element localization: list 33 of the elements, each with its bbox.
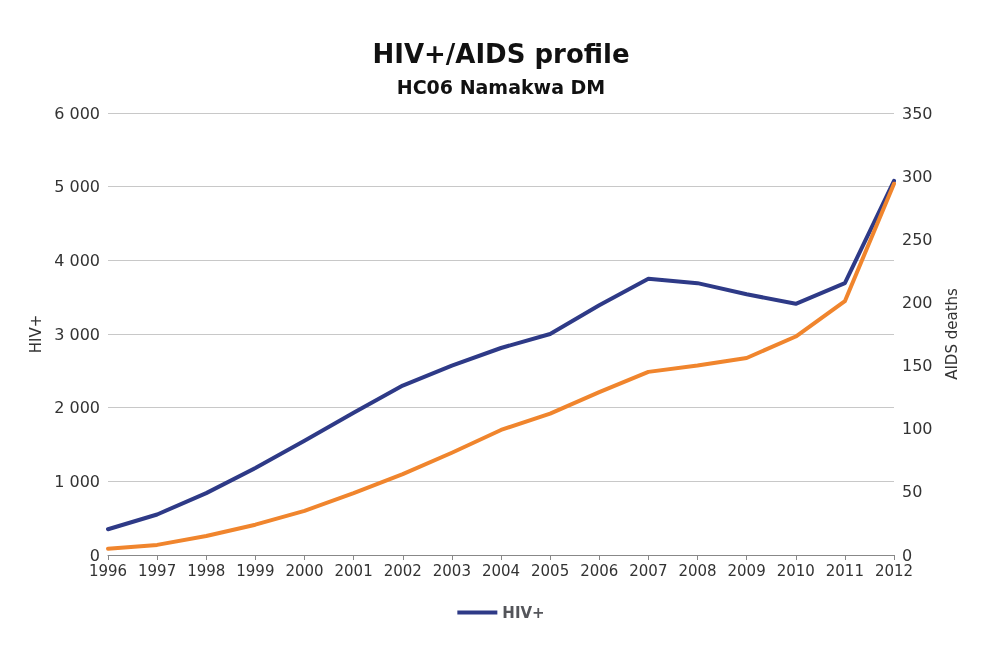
y2-tick-label: 300 bbox=[902, 166, 933, 186]
y-tick-label: 6 000 bbox=[54, 103, 100, 123]
y2-tick-label: 50 bbox=[902, 482, 923, 502]
y2-tick-label: 200 bbox=[902, 292, 933, 312]
x-tick-label: 1997 bbox=[138, 561, 177, 580]
y-tick-label: 5 000 bbox=[54, 177, 100, 197]
y2-axis-title: AIDS deaths bbox=[942, 287, 961, 380]
y-tick-label: 4 000 bbox=[54, 250, 100, 270]
x-tick-label: 2009 bbox=[727, 561, 766, 580]
x-tick-label: 2001 bbox=[334, 561, 373, 580]
x-tick-label: 2006 bbox=[580, 561, 619, 580]
x-tick-label: 1999 bbox=[236, 561, 275, 580]
chart-title: HIV+/AIDS profile bbox=[372, 39, 630, 69]
x-tick-label: 2003 bbox=[432, 561, 471, 580]
y-tick-label: 3 000 bbox=[54, 324, 100, 344]
chart-subtitle: HC06 Namakwa DM bbox=[396, 75, 606, 98]
x-tick-label: 2005 bbox=[531, 561, 570, 580]
y-tick-label: 2 000 bbox=[54, 398, 100, 418]
x-tick-label: 2010 bbox=[776, 561, 815, 580]
y2-tick-label: 350 bbox=[902, 103, 933, 123]
y2-tick-label: 250 bbox=[902, 229, 933, 249]
x-tick-label: 2004 bbox=[481, 561, 521, 580]
y2-tick-label: 100 bbox=[902, 419, 933, 439]
y2-tick-label: 150 bbox=[902, 356, 933, 376]
x-tick-label: 1998 bbox=[187, 561, 226, 580]
y-axis-title: HIV+ bbox=[26, 314, 45, 354]
x-tick-label: 2008 bbox=[678, 561, 717, 580]
x-tick-label: 2007 bbox=[629, 561, 668, 580]
legend-label: HIV+ bbox=[502, 603, 545, 622]
x-tick-label: 2002 bbox=[383, 561, 422, 580]
x-tick-label: 2000 bbox=[285, 561, 324, 580]
y-tick-label: 1 000 bbox=[54, 471, 100, 491]
x-tick-label: 2011 bbox=[825, 561, 864, 580]
